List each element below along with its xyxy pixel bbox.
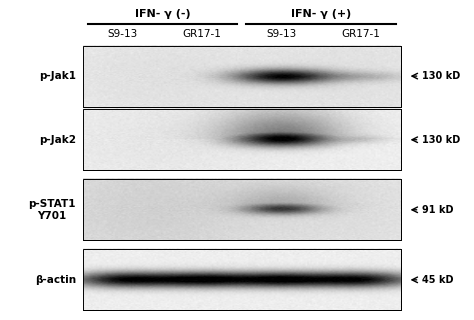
- Bar: [83, 179, 401, 240]
- Text: IFN- γ (-): IFN- γ (-): [135, 9, 190, 20]
- Bar: [83, 249, 401, 310]
- Bar: [83, 179, 401, 240]
- Text: 45 kD: 45 kD: [422, 275, 453, 285]
- Text: S9-13: S9-13: [266, 28, 297, 39]
- Bar: [83, 109, 401, 170]
- Bar: [83, 249, 401, 310]
- Bar: [83, 45, 401, 107]
- Bar: [83, 109, 401, 170]
- Text: IFN- γ (+): IFN- γ (+): [291, 9, 351, 20]
- Text: GR17-1: GR17-1: [182, 28, 221, 39]
- Bar: [83, 45, 401, 107]
- Text: p-STAT1
Y701: p-STAT1 Y701: [28, 199, 76, 220]
- Text: GR17-1: GR17-1: [341, 28, 380, 39]
- Text: p-Jak2: p-Jak2: [39, 135, 76, 145]
- Text: 130 kD: 130 kD: [422, 71, 460, 81]
- Text: S9-13: S9-13: [108, 28, 138, 39]
- Text: 130 kD: 130 kD: [422, 135, 460, 145]
- Text: β-actin: β-actin: [35, 275, 76, 285]
- Text: p-Jak1: p-Jak1: [39, 71, 76, 81]
- Text: 91 kD: 91 kD: [422, 205, 453, 215]
